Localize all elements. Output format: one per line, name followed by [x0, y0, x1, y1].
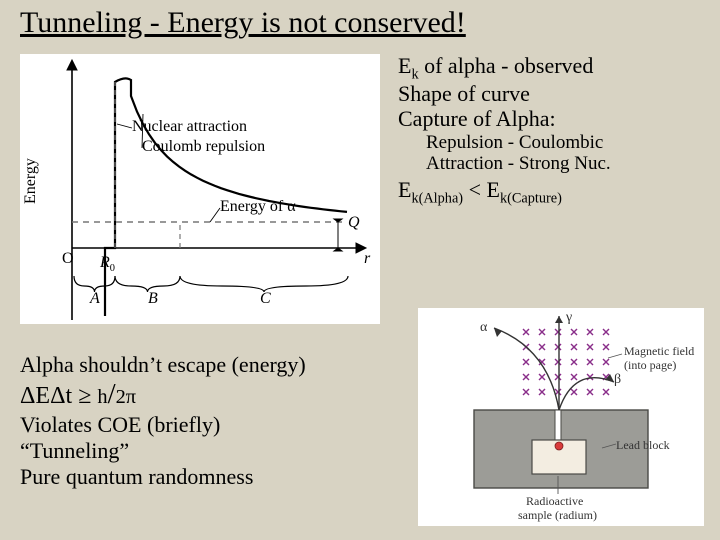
ek-sub: k	[411, 66, 418, 82]
capture-line: Capture of Alpha:	[398, 107, 708, 132]
deflection-diagram: α β γ Magnetic field (into page) Lead bl…	[418, 308, 704, 526]
energy-inequality: Ek(Alpha) < Ek(Capture)	[398, 178, 708, 206]
right-text-block: Ek of alpha - observed Shape of curve Ca…	[398, 54, 708, 207]
ineq-rhs-sub: k(Capture)	[500, 191, 562, 207]
r0-sub: 0	[110, 263, 115, 274]
violates-line: Violates COE (briefly)	[20, 412, 400, 438]
ineq-lhs-e: E	[398, 177, 411, 202]
shape-line: Shape of curve	[398, 82, 708, 107]
region-a-label: A	[90, 290, 100, 308]
origin-label: O	[62, 250, 74, 268]
ineq-lt: <	[463, 177, 486, 202]
alpha-label: α	[480, 320, 487, 336]
beta-label: β	[614, 372, 621, 388]
escape-line: Alpha shouldn’t escape (energy)	[20, 352, 400, 378]
r0-letter: R	[100, 254, 110, 271]
gamma-label: γ	[566, 310, 572, 326]
attraction-line: Attraction - Strong Nuc.	[426, 153, 708, 174]
uncertainty-line: ΔEΔt ≥ h/2π	[20, 378, 400, 412]
ek-rest: of alpha - observed	[419, 53, 594, 78]
leadblock-label: Lead block	[616, 438, 670, 453]
sample-label2: sample (radium)	[518, 508, 597, 523]
energy-of-alpha-label: Energy of α	[220, 198, 296, 216]
region-c-label: C	[260, 290, 271, 308]
randomness-line: Pure quantum randomness	[20, 464, 400, 490]
lower-left-text: Alpha shouldn’t escape (energy) ΔEΔt ≥ h…	[20, 352, 400, 490]
ineq-rhs-e: E	[487, 177, 500, 202]
magfield-label2: (into page)	[624, 358, 676, 373]
region-b-label: B	[148, 290, 158, 308]
tunneling-line: “Tunneling”	[20, 438, 400, 464]
q-label: Q	[348, 214, 360, 232]
magfield-label: Magnetic field	[624, 344, 694, 359]
page-title: Tunneling - Energy is not conserved!	[20, 6, 466, 40]
potential-energy-chart: Energy O r R0 Q Nuclear attraction Coulo…	[20, 54, 380, 324]
ek-observed-line: Ek of alpha - observed	[398, 54, 708, 82]
ylabel-energy: Energy	[22, 158, 40, 204]
ineq-lhs-sub: k(Alpha)	[411, 191, 463, 207]
r0-label: R0	[100, 254, 115, 274]
nuclear-attraction-label: Nuclear attraction	[132, 118, 247, 136]
ek-symbol: E	[398, 53, 411, 78]
sample-label1: Radioactive	[526, 494, 583, 509]
coulomb-repulsion-label: Coulomb repulsion	[142, 138, 265, 156]
repulsion-line: Repulsion - Coulombic	[426, 132, 708, 153]
r-label: r	[364, 250, 370, 268]
